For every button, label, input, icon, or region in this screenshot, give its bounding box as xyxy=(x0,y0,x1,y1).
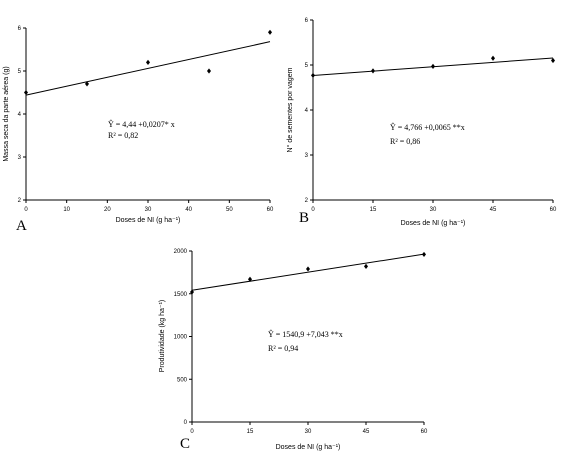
data-point xyxy=(85,81,89,87)
y-tick-label: 1000 xyxy=(174,335,188,341)
regression-equation: Ŷ = 4,44 +0,0207* x xyxy=(108,119,175,129)
data-point xyxy=(306,266,310,272)
data-point xyxy=(146,59,150,65)
regression-equation: Ŷ = 1540,9 +7,043 **x xyxy=(268,329,343,339)
regression-line xyxy=(191,253,425,291)
y-tick-label: 2 xyxy=(18,198,22,204)
data-point xyxy=(24,89,28,96)
r-squared: R² = 0,86 xyxy=(390,137,420,146)
y-tick-label: 2000 xyxy=(174,249,188,255)
y-axis-label: Produtividade (kg ha⁻¹) xyxy=(159,300,166,373)
x-tick-label: 0 xyxy=(311,207,315,213)
x-tick-label: 30 xyxy=(145,207,152,213)
regression-line xyxy=(25,41,271,96)
y-tick-label: 3 xyxy=(305,153,309,159)
y-tick-label: 5 xyxy=(18,69,22,75)
r-squared: R² = 0,94 xyxy=(268,344,298,353)
data-point xyxy=(364,263,368,269)
x-tick-label: 50 xyxy=(226,207,233,213)
x-tick-label: 20 xyxy=(104,207,111,213)
y-tick-label: 2 xyxy=(305,198,309,204)
y-tick-label: 4 xyxy=(18,112,22,118)
panel-label: B xyxy=(299,210,309,226)
data-point xyxy=(371,68,375,74)
x-tick-label: 10 xyxy=(63,207,70,213)
x-tick-label: 45 xyxy=(363,429,370,435)
x-tick-label: 15 xyxy=(247,429,254,435)
data-point xyxy=(491,55,495,61)
y-tick-label: 4 xyxy=(305,108,309,114)
x-tick-label: 30 xyxy=(305,429,312,435)
data-point xyxy=(190,289,194,295)
x-tick-label: 30 xyxy=(430,207,437,213)
regression-equation: Ŷ = 4,766 +0,0065 **x xyxy=(390,122,465,132)
y-tick-label: 3 xyxy=(18,155,22,161)
x-tick-label: 60 xyxy=(421,429,428,435)
x-tick-label: 45 xyxy=(490,207,497,213)
x-tick-label: 60 xyxy=(550,207,557,213)
y-tick-label: 500 xyxy=(177,377,188,383)
y-axis-label: Massa seca da parte aérea (g) xyxy=(3,66,10,161)
chart-panel-c: 0 500 1000 1500 2000 0 15 30 45 60 Produtividade (… xyxy=(159,249,428,452)
data-point xyxy=(268,29,272,35)
data-point xyxy=(422,251,426,258)
y-tick-label: 1500 xyxy=(174,292,188,298)
x-tick-label: 0 xyxy=(24,207,28,213)
data-point xyxy=(311,72,315,78)
y-tick-label: 6 xyxy=(305,18,309,24)
y-tick-label: 5 xyxy=(305,63,309,69)
x-axis-label: Doses de NI (g ha⁻¹) xyxy=(116,217,181,224)
x-tick-label: 40 xyxy=(185,207,192,213)
x-axis-label: Doses de NI (g ha⁻¹) xyxy=(276,444,341,451)
y-axis-label: N° de sementes por vagem xyxy=(286,67,294,152)
data-point xyxy=(431,63,435,69)
panel-label: C xyxy=(180,436,190,452)
x-tick-label: 0 xyxy=(190,429,194,435)
y-tick-label: 0 xyxy=(184,420,188,426)
data-point xyxy=(551,57,555,64)
panel-label: A xyxy=(16,218,27,234)
x-tick-label: 15 xyxy=(370,207,377,213)
x-tick-label: 60 xyxy=(267,207,274,213)
r-squared: R² = 0,82 xyxy=(108,131,138,140)
y-tick-label: 6 xyxy=(18,26,22,32)
data-point xyxy=(207,68,211,74)
data-point xyxy=(248,276,252,282)
x-axis-label: Doses de NI (g ha⁻¹) xyxy=(401,220,466,227)
